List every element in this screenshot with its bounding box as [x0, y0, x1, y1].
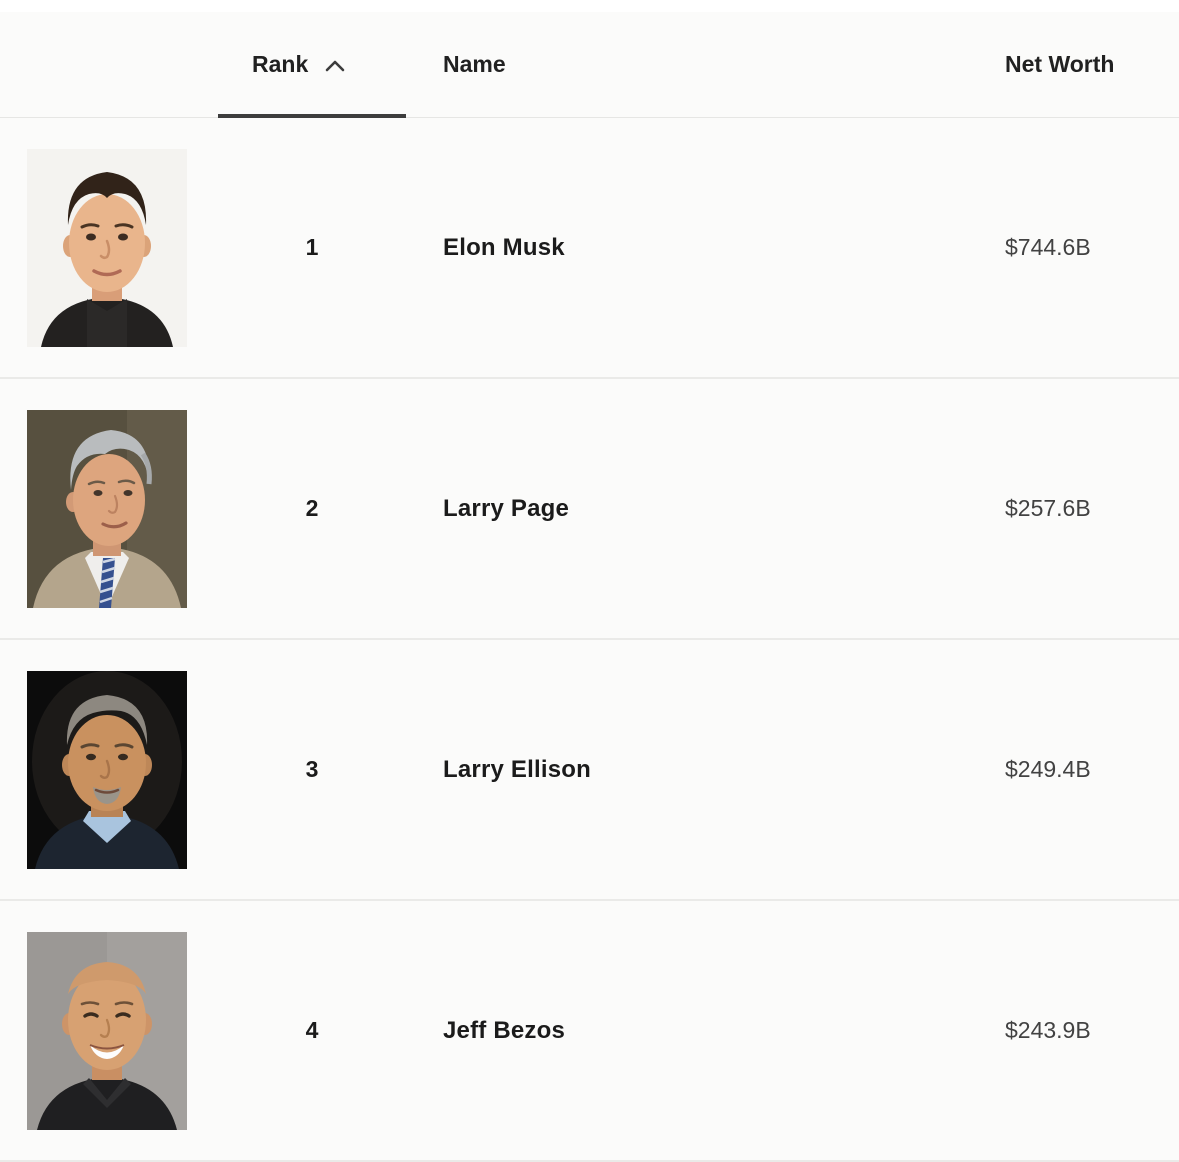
name-cell: Elon Musk [443, 233, 565, 261]
top-strip [0, 0, 1179, 12]
column-header-name-label: Name [443, 51, 506, 77]
table-row-jeff-bezos[interactable]: 4 Jeff Bezos $243.9B [0, 901, 1179, 1162]
net-worth-cell: $249.4B [1005, 756, 1091, 782]
name-cell: Larry Page [443, 494, 570, 522]
table-row-larry-page[interactable]: 2 Larry Page $257.6B [0, 379, 1179, 640]
name-cell: Jeff Bezos [443, 1016, 566, 1044]
name-cell: Larry Ellison [443, 755, 591, 783]
table-row-larry-ellison[interactable]: 3 Larry Ellison $249.4B [0, 640, 1179, 901]
chevron-up-icon [324, 58, 346, 73]
net-worth-cell: $744.6B [1005, 234, 1091, 260]
column-header-name[interactable]: Name [443, 12, 506, 117]
larry-page-portrait [27, 409, 187, 608]
elon-musk-portrait [27, 148, 187, 347]
rank-cell: 4 [305, 1017, 319, 1043]
column-header-rank-label: Rank [252, 51, 309, 77]
column-header-net-worth[interactable]: Net Worth [1005, 12, 1114, 117]
rank-cell: 1 [305, 234, 319, 260]
rank-cell: 2 [305, 495, 319, 521]
table-row-elon-musk[interactable]: 1 Elon Musk $744.6B [0, 118, 1179, 379]
net-worth-cell: $257.6B [1005, 495, 1091, 521]
column-header-rank[interactable]: Rank [252, 12, 346, 117]
larry-ellison-portrait [27, 670, 187, 869]
column-header-net-worth-label: Net Worth [1005, 51, 1115, 77]
table-header-row: Rank Name Net Worth [0, 12, 1179, 118]
rank-cell: 3 [305, 756, 319, 782]
net-worth-cell: $243.9B [1005, 1017, 1091, 1043]
sort-active-underline [218, 114, 406, 118]
jeff-bezos-portrait [27, 931, 187, 1130]
